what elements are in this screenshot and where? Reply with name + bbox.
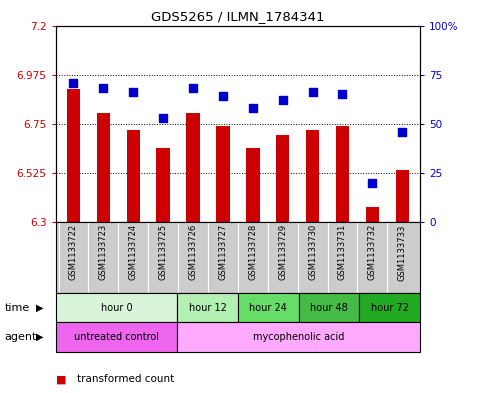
- Text: transformed count: transformed count: [77, 374, 174, 384]
- Text: ▶: ▶: [36, 303, 43, 312]
- Bar: [156, 148, 170, 222]
- Text: mycophenolic acid: mycophenolic acid: [253, 332, 344, 342]
- Bar: [177, 293, 238, 322]
- Bar: [238, 293, 298, 322]
- Point: [129, 89, 137, 95]
- Point: [339, 91, 346, 97]
- Point: [249, 105, 256, 111]
- Bar: [276, 135, 289, 222]
- Point: [159, 115, 167, 121]
- Text: GSM1133723: GSM1133723: [99, 224, 108, 281]
- Point: [70, 79, 77, 86]
- Text: GSM1133729: GSM1133729: [278, 224, 287, 280]
- Bar: [56, 293, 177, 322]
- Bar: [246, 148, 259, 222]
- Point: [398, 129, 406, 135]
- Text: time: time: [5, 303, 30, 312]
- Text: ■: ■: [56, 374, 66, 384]
- Bar: [396, 170, 409, 222]
- Bar: [67, 89, 80, 222]
- Bar: [97, 113, 110, 222]
- Bar: [127, 130, 140, 222]
- Title: GDS5265 / ILMN_1784341: GDS5265 / ILMN_1784341: [151, 10, 325, 23]
- Bar: [359, 293, 420, 322]
- Text: GSM1133727: GSM1133727: [218, 224, 227, 281]
- Bar: [177, 322, 420, 352]
- Point: [189, 85, 197, 92]
- Text: GSM1133724: GSM1133724: [129, 224, 138, 280]
- Text: hour 72: hour 72: [371, 303, 409, 312]
- Bar: [186, 113, 200, 222]
- Bar: [306, 130, 319, 222]
- Bar: [56, 322, 177, 352]
- Text: GSM1133730: GSM1133730: [308, 224, 317, 281]
- Text: agent: agent: [5, 332, 37, 342]
- Point: [309, 89, 316, 95]
- Text: hour 48: hour 48: [310, 303, 348, 312]
- Text: GSM1133726: GSM1133726: [188, 224, 198, 281]
- Text: GSM1133732: GSM1133732: [368, 224, 377, 281]
- Point: [99, 85, 107, 92]
- Bar: [298, 293, 359, 322]
- Text: GSM1133725: GSM1133725: [158, 224, 168, 280]
- Text: GSM1133728: GSM1133728: [248, 224, 257, 281]
- Bar: [336, 126, 349, 222]
- Point: [279, 97, 286, 103]
- Bar: [366, 207, 379, 222]
- Text: GSM1133722: GSM1133722: [69, 224, 78, 280]
- Point: [369, 180, 376, 186]
- Text: hour 12: hour 12: [188, 303, 227, 312]
- Text: untreated control: untreated control: [74, 332, 159, 342]
- Text: GSM1133733: GSM1133733: [398, 224, 407, 281]
- Text: GSM1133731: GSM1133731: [338, 224, 347, 281]
- Text: hour 0: hour 0: [100, 303, 132, 312]
- Point: [219, 93, 227, 99]
- Text: hour 24: hour 24: [249, 303, 287, 312]
- Text: ▶: ▶: [36, 332, 43, 342]
- Bar: [216, 126, 229, 222]
